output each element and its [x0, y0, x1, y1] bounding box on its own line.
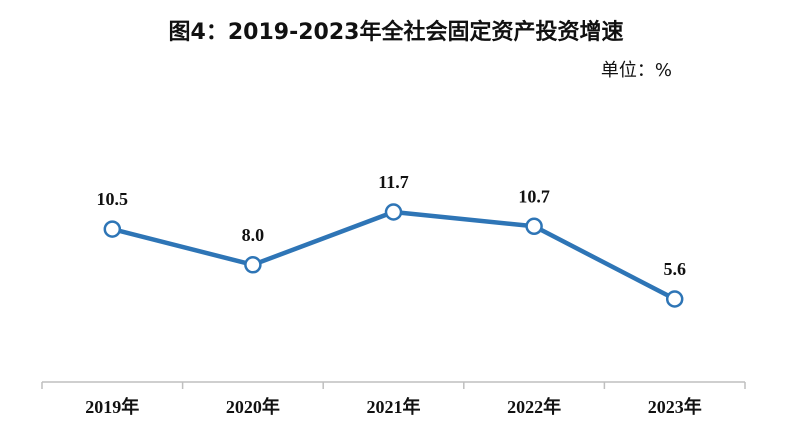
unit-label: 单位：% — [600, 60, 672, 81]
chart-title: 图4：2019-2023年全社会固定资产投资增速 — [168, 20, 624, 45]
x-tick-label: 2020年 — [226, 396, 280, 417]
x-tick-label: 2019年 — [85, 396, 139, 417]
x-axis — [41, 381, 746, 389]
data-label: 8.0 — [242, 225, 265, 245]
x-tick-label: 2021年 — [367, 396, 421, 417]
data-labels-group: 10.5 8.0 11.7 10.7 5.6 — [97, 172, 686, 279]
data-label: 11.7 — [378, 172, 409, 192]
series-line — [111, 209, 676, 301]
data-label: 10.7 — [518, 186, 550, 206]
markers-group — [103, 203, 684, 308]
data-label: 10.5 — [97, 189, 129, 209]
data-point-marker — [244, 256, 262, 274]
x-tick-labels-group: 2019年 2020年 2021年 2022年 2023年 — [85, 396, 701, 417]
data-point-marker — [384, 203, 403, 221]
data-point-marker — [525, 217, 543, 236]
data-point-marker — [665, 290, 684, 308]
x-tick-label: 2022年 — [507, 396, 561, 417]
x-tick-label: 2023年 — [648, 396, 702, 417]
series-line-group — [111, 209, 676, 301]
data-point-marker — [103, 220, 122, 238]
data-label: 5.6 — [663, 259, 686, 279]
